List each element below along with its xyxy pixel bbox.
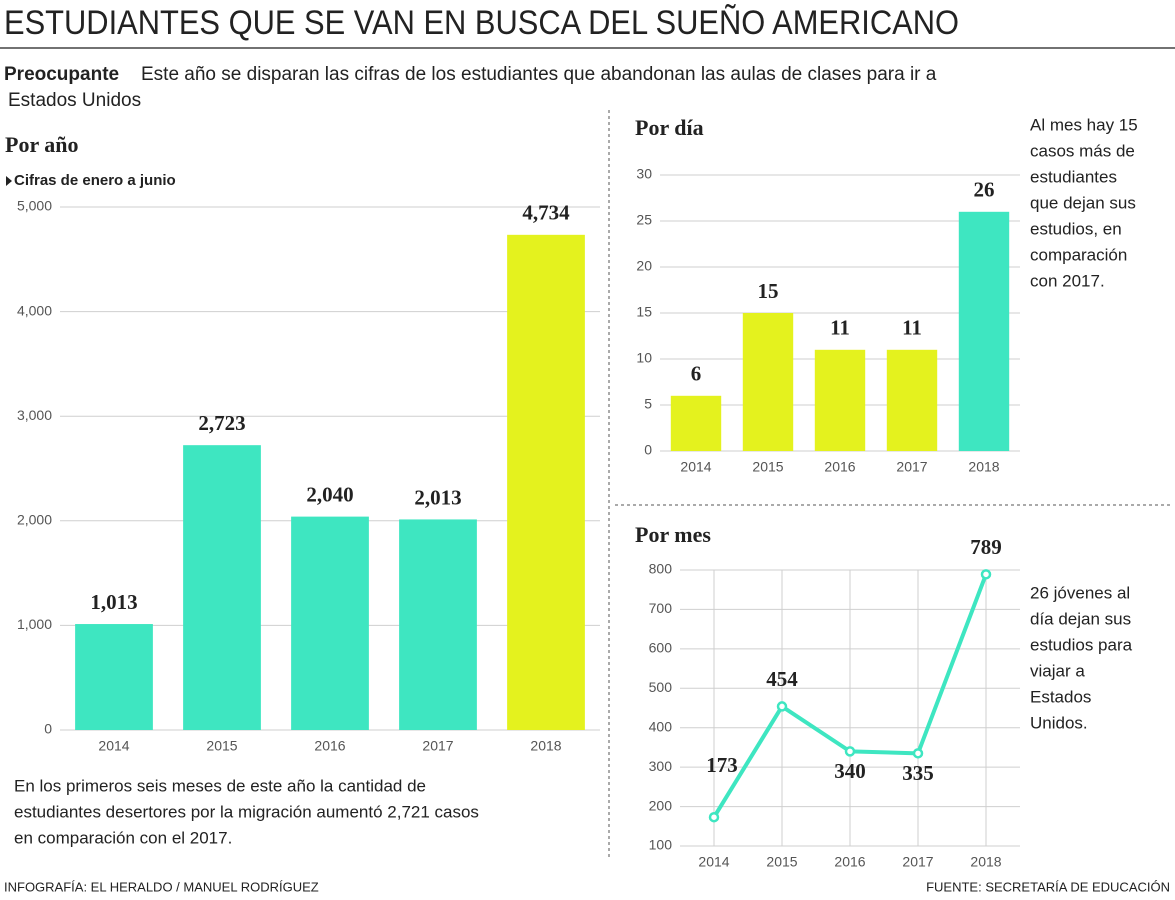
annotation: En los primeros seis meses de este año l… xyxy=(14,776,426,795)
value-label: 454 xyxy=(766,667,798,691)
subtitle-line: Estados Unidos xyxy=(8,90,141,111)
x-tick-label: 2016 xyxy=(834,854,865,870)
chart-subtitle: Cifras de enero a junio xyxy=(14,172,176,189)
value-label: 4,734 xyxy=(522,201,570,225)
y-tick-label: 5 xyxy=(644,396,652,412)
y-tick-label: 5,000 xyxy=(17,198,52,214)
bar xyxy=(75,624,153,730)
y-tick-label: 2,000 xyxy=(17,512,52,528)
y-tick-label: 10 xyxy=(636,350,652,366)
y-tick-label: 1,000 xyxy=(17,616,52,632)
annotation: estudios, en xyxy=(1030,219,1122,238)
value-label: 1,013 xyxy=(90,590,137,614)
x-tick-label: 2015 xyxy=(752,459,783,475)
lead: Preocupante xyxy=(4,64,119,85)
annotation: viajar a xyxy=(1030,661,1085,680)
y-tick-label: 200 xyxy=(649,797,673,813)
x-tick-label: 2018 xyxy=(968,459,999,475)
value-label: 2,040 xyxy=(306,482,353,506)
annotation: estudiantes xyxy=(1030,167,1117,186)
value-label: 335 xyxy=(902,761,934,785)
x-tick-label: 2014 xyxy=(98,738,129,754)
point xyxy=(776,701,788,712)
value-label: 2,723 xyxy=(198,411,245,435)
y-tick-label: 0 xyxy=(644,442,652,458)
x-tick-label: 2018 xyxy=(530,738,561,754)
chart-title: Por año xyxy=(5,132,79,157)
y-tick-label: 500 xyxy=(649,679,673,695)
annotation: estudiantes desertores por la migración … xyxy=(14,802,479,821)
annotation: Unidos. xyxy=(1030,713,1088,732)
y-tick-label: 300 xyxy=(649,758,673,774)
bar xyxy=(399,519,477,730)
annotation: día dejan sus xyxy=(1030,609,1131,628)
y-tick-label: 4,000 xyxy=(17,302,52,318)
y-tick-label: 15 xyxy=(636,304,652,320)
chart-title: Por día xyxy=(635,115,704,140)
y-tick-label: 700 xyxy=(649,600,673,616)
annotation: estudios para xyxy=(1030,635,1133,654)
bar xyxy=(670,395,722,451)
annotation: 26 jóvenes al xyxy=(1030,583,1130,602)
annotation: con 2017. xyxy=(1030,271,1105,290)
value-label: 789 xyxy=(970,535,1002,559)
x-tick-label: 2014 xyxy=(698,854,729,870)
annotation: casos más de xyxy=(1030,141,1135,160)
x-tick-label: 2016 xyxy=(824,459,855,475)
x-tick-label: 2017 xyxy=(896,459,927,475)
y-tick-label: 100 xyxy=(649,837,673,853)
source: FUENTE: SECRETARÍA DE EDUCACIÓN xyxy=(926,879,1170,894)
annotation: Al mes hay 15 xyxy=(1030,115,1138,134)
annotation: en comparación con el 2017. xyxy=(14,828,232,847)
bar xyxy=(183,445,261,730)
x-tick-label: 2017 xyxy=(902,854,933,870)
point xyxy=(708,811,720,823)
x-tick-label: 2015 xyxy=(766,854,797,870)
y-tick-label: 3,000 xyxy=(17,407,52,423)
y-tick-label: 25 xyxy=(636,212,652,228)
y-tick-label: 800 xyxy=(649,561,673,577)
point xyxy=(844,746,856,757)
x-tick-label: 2016 xyxy=(314,738,345,754)
value-label: 173 xyxy=(706,753,738,777)
value-label: 2,013 xyxy=(414,485,461,509)
annotation: que dejan sus xyxy=(1030,193,1136,212)
annotation: comparación xyxy=(1030,245,1127,264)
x-tick-label: 2014 xyxy=(680,459,711,475)
credit: INFOGRAFÍA: EL HERALDO / MANUEL RODRÍGUE… xyxy=(4,879,319,894)
value-label: 340 xyxy=(834,759,866,783)
value-label: 6 xyxy=(691,362,702,386)
bar xyxy=(814,349,866,451)
value-label: 26 xyxy=(974,178,995,202)
value-label: 11 xyxy=(902,316,922,340)
x-tick-label: 2018 xyxy=(970,854,1001,870)
y-tick-label: 0 xyxy=(44,721,52,737)
x-tick-label: 2017 xyxy=(422,738,453,754)
value-label: 11 xyxy=(830,316,850,340)
y-tick-label: 30 xyxy=(636,166,652,182)
bar xyxy=(958,211,1010,451)
bar xyxy=(291,516,369,730)
point xyxy=(912,748,924,759)
subtitle-line: Este año se disparan las cifras de los e… xyxy=(141,64,937,85)
x-tick-label: 2015 xyxy=(206,738,237,754)
bullet xyxy=(6,176,12,186)
y-tick-label: 400 xyxy=(649,718,673,734)
point xyxy=(980,569,992,580)
bar xyxy=(507,234,585,730)
bar xyxy=(886,349,938,451)
y-tick-label: 600 xyxy=(649,640,673,656)
value-label: 15 xyxy=(758,279,779,303)
annotation: Estados xyxy=(1030,687,1091,706)
page-title: ESTUDIANTES QUE SE VAN EN BUSCA DEL SUEÑ… xyxy=(4,4,959,42)
bar xyxy=(742,313,794,451)
chart-title: Por mes xyxy=(635,522,711,547)
y-tick-label: 20 xyxy=(636,258,652,274)
